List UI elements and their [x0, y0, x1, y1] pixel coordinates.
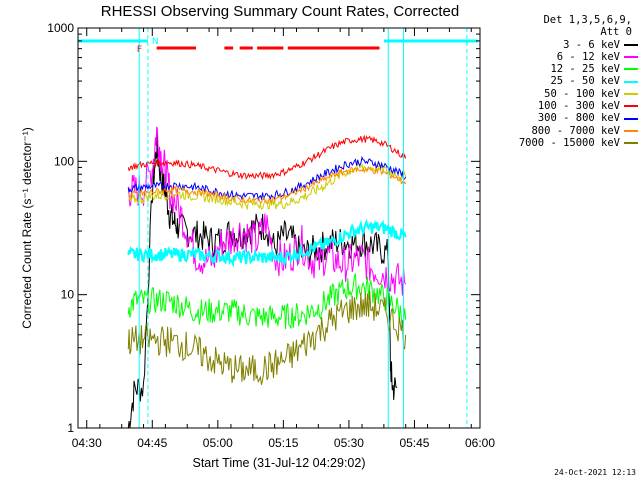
legend-label: 300 - 800 keV — [537, 112, 620, 125]
legend-entry: 300 - 800 keV — [480, 112, 640, 124]
legend-label: 100 - 300 keV — [537, 100, 620, 113]
series-line-8 — [127, 166, 407, 205]
x-tick-label: 05:45 — [399, 436, 429, 450]
legend-label: 3 - 6 keV — [563, 38, 620, 51]
legend-swatch — [624, 117, 638, 120]
x-tick-label: 05:30 — [334, 436, 364, 450]
flag-label-flare: F — [137, 45, 142, 55]
series-line-6 — [127, 134, 407, 181]
legend-label: 800 - 7000 keV — [531, 124, 620, 137]
legend: Det 1,3,5,6,9, Att 0 3 - 6 keV 6 - 12 keV… — [480, 14, 640, 149]
x-tick-label: 05:00 — [203, 436, 233, 450]
y-tick-label: 1 — [67, 421, 74, 435]
axes: 04:30 04:45 05:00 05:15 05:30 05:45 06:00 1 10 10… — [47, 21, 495, 450]
y-tick-label: 10 — [61, 288, 75, 302]
legend-swatch — [624, 56, 638, 59]
y-tick-label: 100 — [54, 154, 74, 168]
legend-swatch — [624, 129, 638, 132]
x-tick-label: 06:00 — [465, 436, 495, 450]
y-axis-label: Corrected Count Rate (s⁻¹ detector⁻¹) — [20, 127, 34, 328]
legend-swatch — [624, 105, 638, 108]
legend-entry: 7000 - 15000 keV — [480, 137, 640, 149]
legend-swatch — [624, 68, 638, 71]
legend-entry: 100 - 300 keV — [480, 100, 640, 112]
flag-label-night: N — [152, 37, 159, 47]
legend-label: 25 - 50 keV — [550, 75, 620, 88]
legend-swatch — [624, 80, 638, 83]
plot-frame — [77, 27, 481, 429]
legend-entry: 50 - 100 keV — [480, 88, 640, 100]
legend-entry: 25 - 50 keV — [480, 75, 640, 87]
legend-label: 12 - 25 keV — [550, 63, 620, 76]
legend-entry: 12 - 25 keV — [480, 63, 640, 75]
series-line-3 — [127, 272, 407, 330]
legend-entry: 800 - 7000 keV — [480, 125, 640, 137]
legend-label: 7000 - 15000 keV — [518, 136, 620, 149]
series-line-9 — [127, 290, 407, 385]
legend-entry: 3 - 6 keV — [480, 39, 640, 51]
y-tick-label: 1000 — [47, 21, 74, 35]
plot-area: FN — [78, 28, 478, 429]
generation-date: 24-Oct-2021 12:13 — [554, 468, 636, 477]
series-line-2 — [127, 126, 407, 296]
series-line-4 — [127, 218, 407, 269]
legend-entry: 6 - 12 keV — [480, 51, 640, 63]
legend-header-detectors: Det 1,3,5,6,9, — [543, 14, 632, 26]
legend-label: 6 - 12 keV — [556, 50, 620, 63]
legend-swatch — [624, 142, 638, 145]
x-tick-label: 04:45 — [137, 436, 167, 450]
x-tick-label: 05:15 — [268, 436, 298, 450]
legend-label: 50 - 100 keV — [544, 87, 620, 100]
x-tick-label: 04:30 — [72, 436, 102, 450]
legend-swatch — [624, 92, 638, 95]
legend-swatch — [624, 43, 638, 46]
x-axis-label: Start Time (31-Jul-12 04:29:02) — [193, 456, 366, 470]
legend-header-attenuator: Att 0 — [600, 26, 632, 39]
chart-title: RHESSI Observing Summary Count Rates, Co… — [101, 3, 459, 20]
